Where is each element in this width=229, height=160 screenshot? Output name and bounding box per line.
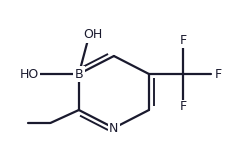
Text: HO: HO xyxy=(20,68,39,80)
Text: N: N xyxy=(109,121,118,135)
Text: F: F xyxy=(213,68,221,80)
Text: B: B xyxy=(74,68,83,80)
Text: OH: OH xyxy=(83,28,102,41)
Text: F: F xyxy=(179,100,186,113)
Text: F: F xyxy=(179,35,186,48)
